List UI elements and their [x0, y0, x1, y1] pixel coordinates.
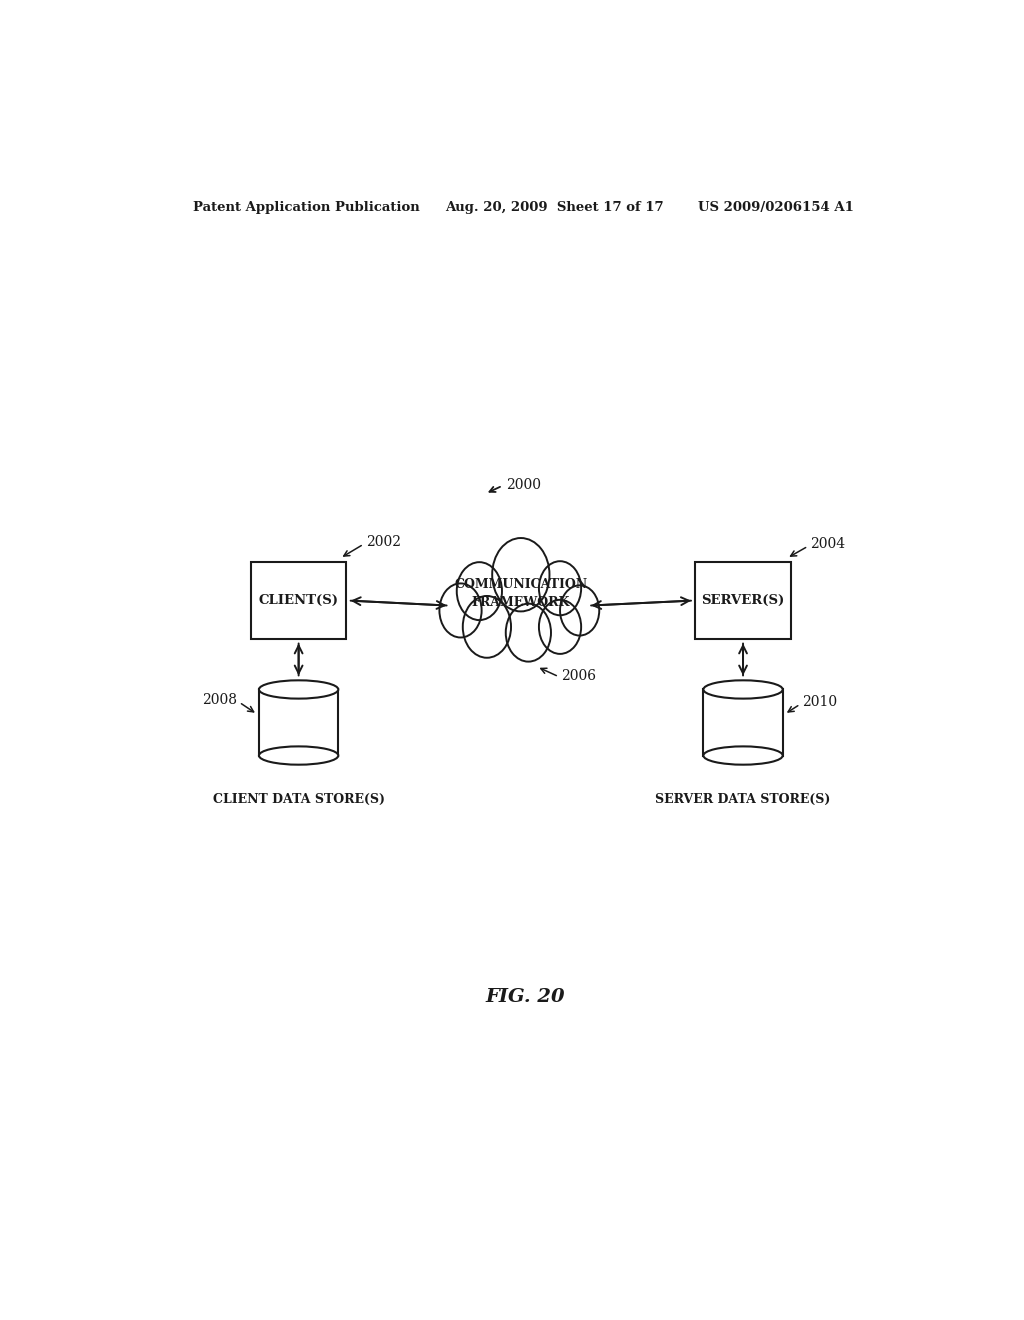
Text: Patent Application Publication: Patent Application Publication — [194, 201, 420, 214]
Ellipse shape — [259, 680, 338, 698]
Text: SERVER DATA STORE(S): SERVER DATA STORE(S) — [655, 793, 830, 807]
Text: 2002: 2002 — [367, 535, 401, 549]
Text: 2004: 2004 — [811, 537, 846, 552]
Text: COMMUNICATION
FRAMEWORK: COMMUNICATION FRAMEWORK — [455, 578, 588, 609]
Bar — [259, 689, 338, 755]
Text: SERVER(S): SERVER(S) — [701, 594, 784, 607]
Text: 2008: 2008 — [202, 693, 237, 708]
FancyBboxPatch shape — [695, 562, 791, 639]
Ellipse shape — [259, 746, 338, 764]
Circle shape — [560, 585, 599, 635]
Circle shape — [457, 562, 502, 620]
Text: CLIENT(S): CLIENT(S) — [259, 594, 339, 607]
Text: 2000: 2000 — [506, 478, 541, 491]
Circle shape — [493, 539, 550, 611]
Text: FIG. 20: FIG. 20 — [485, 987, 564, 1006]
Circle shape — [439, 583, 481, 638]
Ellipse shape — [703, 746, 782, 764]
Bar — [703, 689, 782, 755]
Circle shape — [463, 595, 511, 657]
Circle shape — [506, 603, 551, 661]
Circle shape — [539, 561, 582, 615]
Text: 2010: 2010 — [803, 696, 838, 709]
Text: CLIENT DATA STORE(S): CLIENT DATA STORE(S) — [213, 793, 385, 807]
Text: US 2009/0206154 A1: US 2009/0206154 A1 — [697, 201, 854, 214]
Text: 2006: 2006 — [561, 669, 596, 682]
Circle shape — [539, 599, 582, 653]
Text: Aug. 20, 2009  Sheet 17 of 17: Aug. 20, 2009 Sheet 17 of 17 — [445, 201, 665, 214]
FancyBboxPatch shape — [251, 562, 346, 639]
Ellipse shape — [703, 680, 782, 698]
